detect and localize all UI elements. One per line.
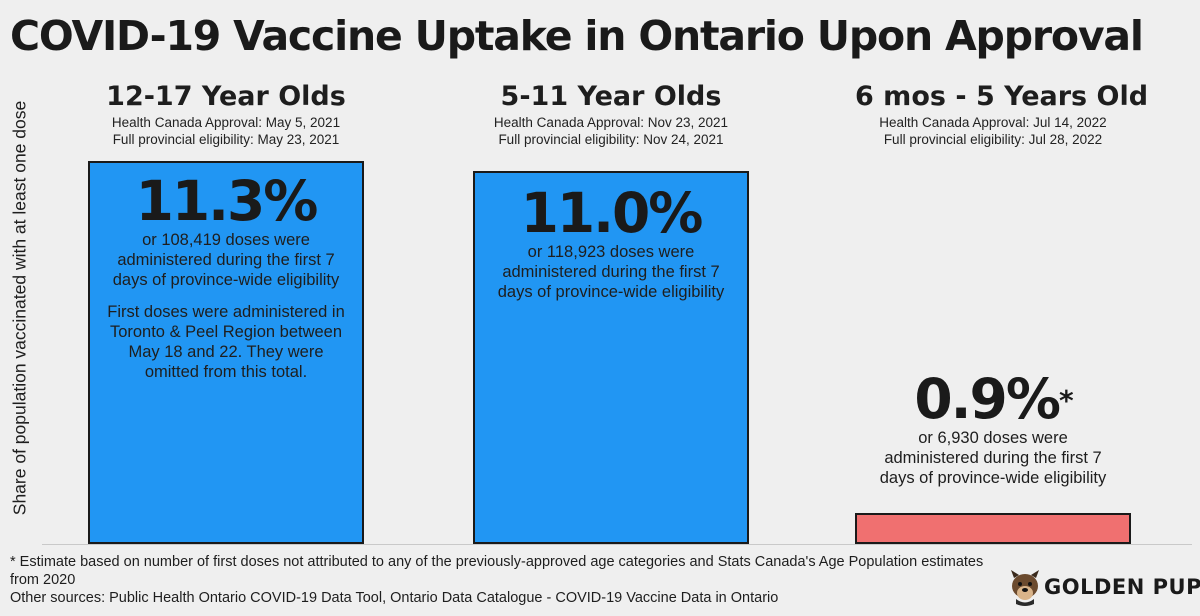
eligibility-date: Full provincial eligibility: Nov 24, 202… (498, 132, 724, 147)
data-label: 0.9% (914, 367, 1061, 431)
y-axis-label: Share of population vaccinated with at l… (9, 100, 30, 516)
category-label: 5-11 Year Olds (500, 81, 722, 112)
bar-annotation-6mos-5: 0.9%* or 6,930 doses were administered d… (871, 370, 1115, 488)
eligibility-date: Full provincial eligibility: Jul 28, 202… (883, 132, 1103, 147)
chart-baseline (42, 544, 1192, 545)
approval-date: Health Canada Approval: Nov 23, 2021 (493, 115, 729, 130)
footnote: * Estimate based on number of first dose… (10, 553, 990, 607)
approval-date: Health Canada Approval: May 5, 2021 (111, 115, 341, 130)
bar-annotation-12-17: 11.3% or 108,419 doses were administered… (106, 172, 346, 382)
bar-6mos-5 (855, 513, 1131, 544)
category-label: 6 mos - 5 Years Old (855, 81, 1149, 112)
dog-head-logo-icon (1011, 570, 1039, 606)
group-header-6mos-5: 6 mos - 5 Years Old Health Canada Approv… (855, 80, 1149, 148)
footnote-text: * Estimate based on number of first dose… (10, 554, 984, 588)
eligibility-date: Full provincial eligibility: May 23, 202… (112, 132, 340, 147)
sources-text: Other sources: Public Health Ontario COV… (10, 590, 779, 606)
chart-title: COVID-19 Vaccine Uptake in Ontario Upon … (10, 12, 1144, 60)
bar-5-11 (473, 171, 749, 544)
doses-text: or 6,930 doses were administered during … (879, 429, 1107, 487)
note-text: First doses were administered in Toronto… (107, 303, 345, 381)
bar-12-17 (88, 161, 364, 544)
approval-date: Health Canada Approval: Jul 14, 2022 (879, 115, 1107, 130)
doses-text: or 118,923 doses were administered durin… (497, 243, 725, 301)
group-header-5-11: 5-11 Year Olds Health Canada Approval: N… (473, 80, 749, 148)
category-label: 12-17 Year Olds (106, 81, 346, 112)
asterisk-mark: * (1058, 384, 1074, 417)
brand-name: GOLDEN PUP (1044, 575, 1200, 599)
group-header-12-17: 12-17 Year Olds Health Canada Approval: … (88, 80, 364, 148)
doses-text: or 108,419 doses were administered durin… (112, 231, 340, 289)
bar-annotation-5-11: 11.0% or 118,923 doses were administered… (489, 184, 733, 302)
data-label: 11.3% (135, 169, 319, 233)
data-label-wrap: 0.9%* (871, 370, 1115, 428)
brand-logo: GOLDEN PUP (1008, 568, 1200, 608)
data-label: 11.0% (520, 181, 704, 245)
